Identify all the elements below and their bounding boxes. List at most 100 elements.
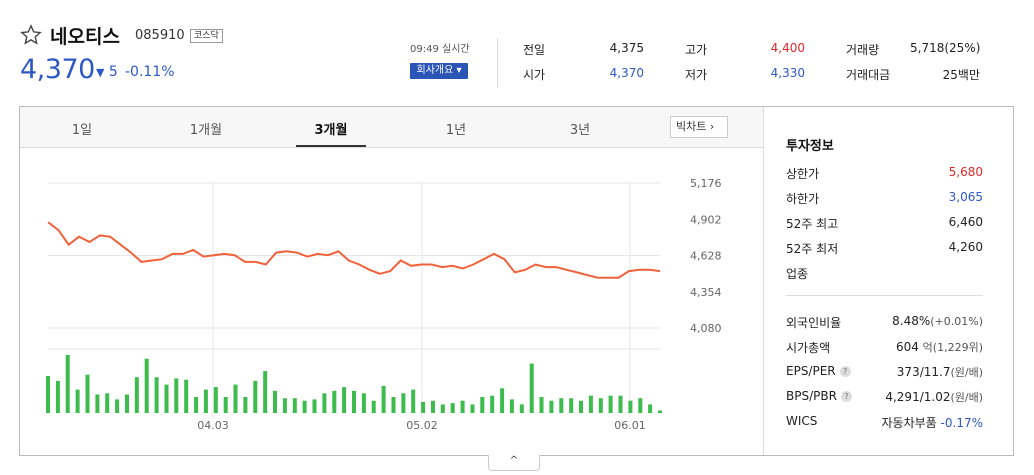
info-row-market-cap: 시가총액 604 억(1,229위)	[786, 339, 983, 356]
divider	[497, 38, 498, 88]
info-value: 3,065	[948, 190, 983, 204]
stat-value-prev: 4,375	[609, 41, 644, 55]
info-label: 업종	[786, 267, 809, 281]
stat-value-open: 4,370	[609, 66, 644, 80]
y-tick-label: 4,902	[690, 213, 722, 226]
volume-bar	[628, 400, 633, 413]
volume-bar	[125, 394, 129, 413]
volume-bar	[361, 393, 366, 413]
volume-bar	[509, 399, 514, 413]
chart-grid	[48, 182, 660, 417]
price-chart[interactable]: 5,176 4,902 4,628 4,354 4,080 04.03 05.02 06.0…	[20, 149, 763, 455]
investment-info: 투자정보 상한가 5,680 하한가 3,065 52주 최고 6,460 52주 최…	[764, 107, 1014, 455]
volume-bar	[500, 388, 505, 413]
volume-bar	[539, 397, 544, 413]
info-divider	[786, 295, 983, 296]
info-label: 외국인비율	[786, 316, 842, 330]
x-tick-label: 05.02	[406, 419, 438, 432]
volume-bar	[184, 379, 189, 413]
volume-bar	[658, 410, 662, 413]
volume-bars	[46, 355, 662, 413]
volume-bar	[618, 395, 623, 413]
tab-1y[interactable]: 1년	[445, 123, 467, 138]
company-overview-button[interactable]: 회사개요 ▾	[410, 63, 468, 79]
market-badge: 코스닥	[190, 29, 223, 43]
star-icon[interactable]	[20, 24, 42, 46]
collapse-button[interactable]: ^	[488, 455, 540, 471]
info-value: 4,260	[948, 240, 983, 254]
volume-bar	[440, 404, 445, 413]
y-tick-label: 4,080	[690, 322, 722, 335]
price-change: ▼ 5	[96, 64, 118, 80]
tab-1m[interactable]: 1개월	[189, 123, 223, 138]
stat-label-open: 시가	[523, 68, 546, 82]
info-label: 하한가	[786, 192, 820, 206]
volume-bar	[401, 393, 406, 413]
volume-bar	[203, 389, 208, 413]
stat-label-high: 고가	[685, 43, 708, 57]
volume-bar	[312, 399, 317, 413]
info-value: 6,460	[948, 215, 983, 229]
tab-3m[interactable]: 3개월	[314, 123, 348, 138]
info-sub: -0.17%	[940, 416, 983, 430]
x-tick-label: 04.03	[197, 419, 229, 432]
x-tick-label: 06.01	[614, 419, 646, 432]
panel-divider	[763, 107, 764, 455]
volume-bar	[75, 389, 80, 413]
volume-bar	[263, 371, 268, 413]
volume-bar	[381, 385, 386, 413]
volume-bar	[648, 404, 653, 413]
volume-bar	[371, 400, 376, 413]
volume-bar	[332, 390, 337, 413]
info-label: 52주 최저	[786, 242, 839, 256]
volume-bar	[243, 397, 248, 413]
y-axis-labels: 5,176 4,902 4,628 4,354 4,080	[690, 177, 722, 335]
volume-bar	[559, 398, 564, 413]
info-sub: (+0.01%)	[930, 315, 983, 328]
volume-bar	[65, 355, 70, 413]
realtime-label: 09:49 실시간	[410, 44, 470, 55]
y-tick-label: 4,354	[690, 286, 722, 299]
volume-bar	[85, 374, 90, 413]
period-tabs: 1일 1개월 3개월 1년 3년 빅차트 ›	[20, 107, 763, 148]
volume-bar	[46, 376, 50, 413]
volume-bar	[322, 393, 327, 413]
volume-bar	[253, 380, 258, 413]
active-tab-underline	[296, 145, 366, 147]
chart-panel: 1일 1개월 3개월 1년 3년 빅차트 › 5,176 4,902 4,628 4,…	[19, 106, 1014, 456]
big-chart-button[interactable]: 빅차트 ›	[670, 116, 728, 138]
info-label: WICS	[786, 414, 818, 428]
volume-bar	[549, 400, 554, 413]
tab-3y[interactable]: 3년	[569, 123, 591, 138]
volume-bar	[460, 400, 465, 413]
info-label: BPS/PBR	[786, 389, 837, 403]
volume-bar	[233, 384, 238, 413]
info-row-52w-high: 52주 최고 6,460	[786, 215, 983, 232]
info-value: 373/11.7	[896, 365, 951, 379]
stat-label-amount: 거래대금	[846, 68, 891, 82]
volume-bar	[273, 390, 277, 413]
investment-title: 투자정보	[786, 139, 834, 154]
help-icon[interactable]: ?	[839, 366, 851, 377]
volume-bar	[95, 394, 100, 413]
volume-bar	[480, 397, 485, 413]
down-arrow-icon: ▼	[96, 66, 105, 79]
volume-bar	[302, 400, 307, 413]
volume-bar	[352, 390, 356, 413]
stock-header: 네오티스 085910 코스닥 4,370 ▼ 5 -0.11% 09:49 실…	[0, 0, 1034, 96]
info-label: 시가총액	[786, 341, 831, 355]
volume-bar	[579, 400, 583, 413]
volume-bar	[470, 404, 475, 413]
tab-1d[interactable]: 1일	[71, 123, 93, 138]
help-icon[interactable]: ?	[840, 391, 852, 402]
volume-bar	[105, 393, 110, 413]
volume-bar	[144, 358, 149, 413]
info-sub: (원/배)	[950, 391, 983, 404]
info-value[interactable]: 자동차부품	[881, 416, 937, 430]
info-sub: (원/배)	[950, 366, 983, 379]
volume-bar	[292, 398, 297, 413]
stat-label-prev: 전일	[523, 43, 546, 57]
volume-bar	[174, 378, 179, 413]
big-chart-label: 빅차트	[676, 120, 707, 133]
change-rate: -0.11%	[125, 64, 175, 80]
